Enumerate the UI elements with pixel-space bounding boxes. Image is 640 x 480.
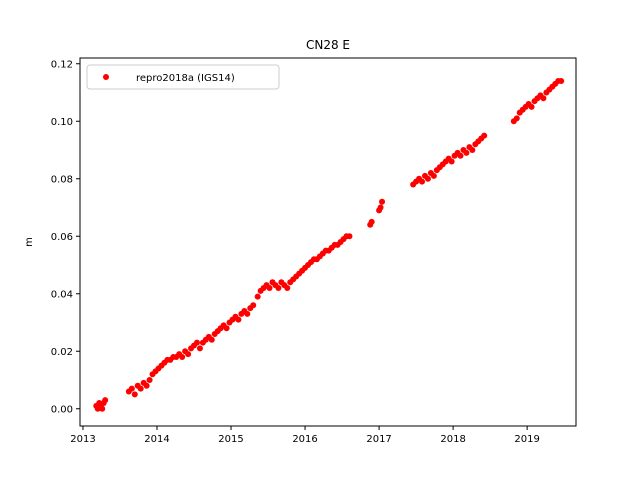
legend-label: repro2018a (IGS14) [136, 73, 235, 84]
data-point [179, 354, 186, 360]
y-axis: 0.00 0.02 0.04 0.06 0.08 0.10 0.12 [51, 59, 80, 415]
data-point [540, 95, 547, 102]
legend-box [86, 64, 280, 90]
data-point [513, 115, 520, 122]
data-point [235, 316, 242, 323]
chart-title: CN28 E [306, 38, 350, 52]
x-tick-label: 2014 [144, 434, 169, 445]
x-tick-label: 2019 [514, 434, 539, 445]
x-tick-label: 2018 [440, 434, 465, 445]
data-point [102, 397, 109, 404]
data-point [146, 377, 153, 383]
data-point [208, 336, 215, 343]
plot-frame [79, 57, 577, 427]
data-point [448, 158, 455, 165]
data-point [193, 339, 200, 346]
y-tick-label: 0.00 [51, 404, 73, 415]
data-point [558, 78, 565, 84]
data-point [99, 405, 106, 412]
data-points [93, 78, 565, 412]
data-point [128, 385, 135, 392]
data-point [266, 285, 273, 291]
data-point [379, 198, 386, 205]
data-point [185, 351, 192, 358]
data-point [528, 103, 535, 110]
y-tick-label: 0.02 [51, 347, 73, 358]
data-point [275, 285, 282, 291]
data-point [424, 175, 431, 182]
data-point [131, 391, 138, 398]
y-tick-label: 0.08 [51, 174, 73, 185]
x-tick-label: 2015 [218, 434, 243, 445]
data-point [377, 204, 384, 211]
x-tick-label: 2016 [292, 434, 317, 445]
data-point [346, 233, 353, 240]
data-point [469, 147, 476, 153]
data-point [457, 152, 464, 159]
data-point [143, 382, 150, 389]
data-point [368, 218, 375, 225]
data-point [481, 132, 488, 139]
data-point [430, 172, 437, 179]
legend: repro2018a (IGS14) [86, 64, 280, 90]
x-tick-label: 2013 [70, 434, 95, 445]
data-point [244, 310, 251, 317]
data-point [137, 385, 144, 392]
x-axis: 2013 2014 2015 2016 2017 2018 2019 [70, 426, 540, 445]
data-point [419, 178, 426, 185]
data-point [463, 149, 470, 156]
y-tick-label: 0.04 [51, 289, 73, 300]
x-tick-label: 2017 [366, 434, 391, 445]
y-axis-label: m [24, 237, 35, 247]
data-point [250, 302, 257, 309]
data-point [254, 293, 261, 300]
y-tick-label: 0.06 [51, 232, 73, 243]
legend-marker [103, 74, 109, 80]
y-tick-label: 0.10 [51, 117, 73, 128]
data-point [196, 345, 203, 352]
data-point [284, 285, 291, 291]
data-point [223, 325, 230, 332]
y-tick-label: 0.12 [51, 59, 73, 70]
